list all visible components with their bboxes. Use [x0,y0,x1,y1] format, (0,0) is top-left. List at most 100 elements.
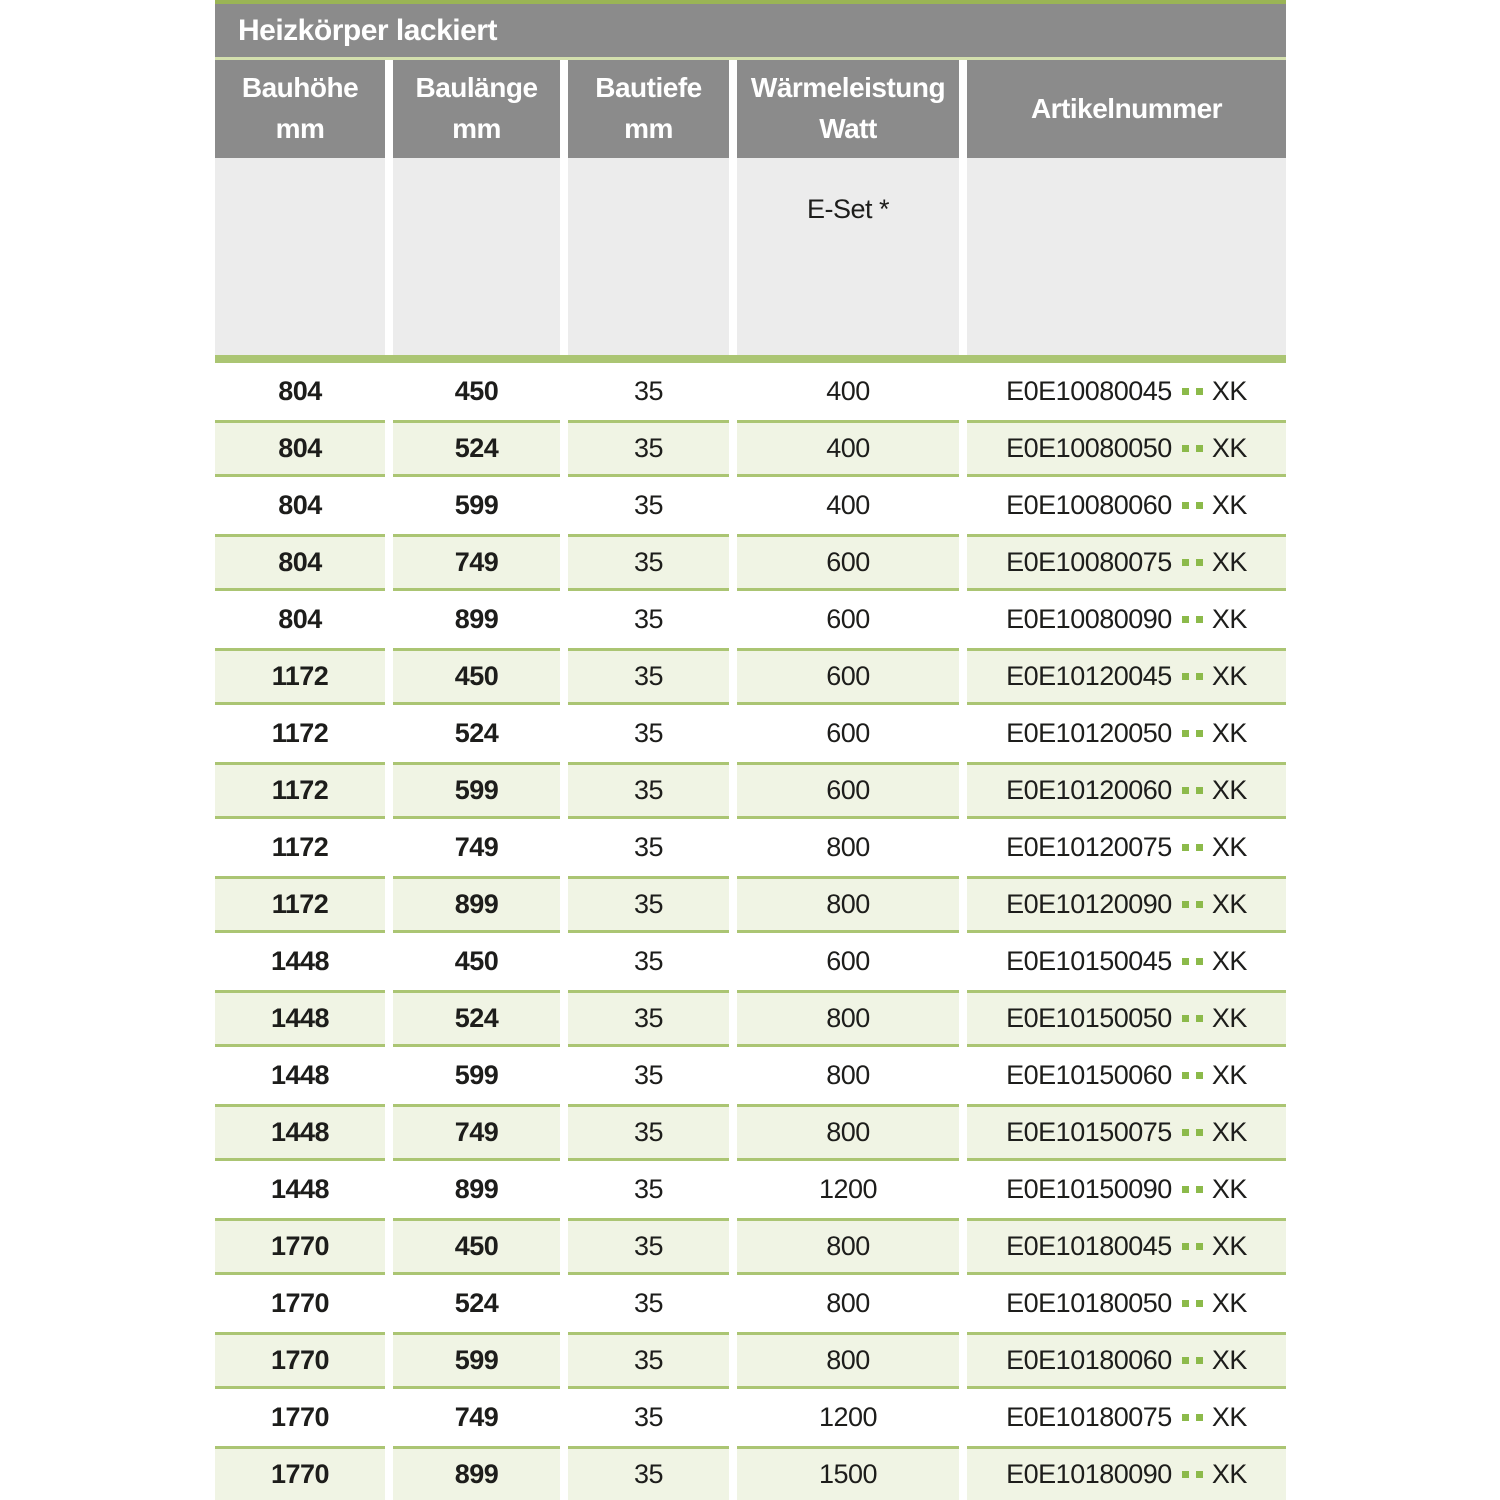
accent-top-line [215,0,1286,4]
green-dot-icon [1181,559,1189,566]
green-dot-icon [1181,1243,1189,1250]
artikel-number: E0E10080045 [1006,376,1172,406]
cell-baulaenge: 899 [393,591,560,648]
green-dot-icon [1181,673,1189,680]
green-dot-icon [1195,388,1203,395]
table-row: 1448 899 35 1200 E0E10150090 XK [215,1161,1286,1218]
table-title: Heizkörper lackiert [238,13,497,47]
table-row: 1770 899 35 1500 E0E10180090 XK [215,1446,1286,1500]
table-row: 1448 749 35 800 E0E10150075 XK [215,1104,1286,1161]
cell-artikelnummer: E0E10080060 XK [967,477,1286,534]
cell-bauhoehe: 1770 [215,1332,385,1389]
artikel-number: E0E10180060 [1006,1345,1172,1375]
subheader-cell-bautiefe [568,158,729,355]
cell-bauhoehe: 1770 [215,1218,385,1275]
cell-bautiefe: 35 [568,534,729,591]
artikel-number: E0E10150060 [1006,1060,1172,1090]
table-row: 1770 599 35 800 E0E10180060 XK [215,1332,1286,1389]
artikel-number: E0E10080075 [1006,547,1172,577]
cell-bautiefe: 35 [568,1446,729,1500]
column-header-bautiefe-line1: Bautiefe [595,72,702,104]
cell-bauhoehe: 1172 [215,876,385,933]
green-dot-icon [1195,1357,1203,1364]
green-dot-icon [1195,445,1203,452]
subheader-cell-artikelnummer [967,158,1286,355]
cell-artikelnummer: E0E10080045 XK [967,363,1286,420]
green-dot-icon [1195,1471,1203,1478]
cell-baulaenge: 749 [393,1104,560,1161]
cell-baulaenge: 899 [393,876,560,933]
artikel-number: E0E10080060 [1006,490,1172,520]
artikel-suffix: XK [1211,1345,1248,1375]
green-dot-icon [1195,1243,1203,1250]
table-row: 1770 524 35 800 E0E10180050 XK [215,1275,1286,1332]
cell-artikelnummer: E0E10080050 XK [967,420,1286,477]
green-dot-icon [1195,1129,1203,1136]
cell-artikelnummer: E0E10120050 XK [967,705,1286,762]
table-row: 804 599 35 400 E0E10080060 XK [215,477,1286,534]
green-dot-icon [1195,1186,1203,1193]
cell-bautiefe: 35 [568,1275,729,1332]
green-dot-icon [1195,958,1203,965]
green-dot-icon [1195,673,1203,680]
table-row: 1770 749 35 1200 E0E10180075 XK [215,1389,1286,1446]
artikel-suffix: XK [1211,1231,1248,1261]
cell-bauhoehe: 1448 [215,1104,385,1161]
green-dot-icon [1195,1300,1203,1307]
artikel-suffix: XK [1211,1003,1248,1033]
artikel-suffix: XK [1211,1060,1248,1090]
green-dot-icon [1195,502,1203,509]
green-dot-icon [1181,1357,1189,1364]
cell-baulaenge: 899 [393,1161,560,1218]
cell-artikelnummer: E0E10150060 XK [967,1047,1286,1104]
artikel-suffix: XK [1211,718,1248,748]
subheader-cell-eset: E-Set * [737,158,959,355]
green-dot-icon [1181,787,1189,794]
cell-baulaenge: 450 [393,933,560,990]
cell-artikelnummer: E0E10120045 XK [967,648,1286,705]
green-dot-icon [1181,388,1189,395]
cell-bauhoehe: 1770 [215,1275,385,1332]
cell-baulaenge: 599 [393,1332,560,1389]
cell-bautiefe: 35 [568,705,729,762]
cell-bauhoehe: 1448 [215,990,385,1047]
cell-baulaenge: 524 [393,420,560,477]
artikel-suffix: XK [1211,490,1248,520]
green-dot-icon [1181,502,1189,509]
cell-artikelnummer: E0E10150045 XK [967,933,1286,990]
cell-bautiefe: 35 [568,363,729,420]
cell-artikelnummer: E0E10120075 XK [967,819,1286,876]
cell-bauhoehe: 804 [215,534,385,591]
green-dot-icon [1181,1300,1189,1307]
artikel-number: E0E10120050 [1006,718,1172,748]
artikel-number: E0E10180075 [1006,1402,1172,1432]
green-dot-icon [1195,901,1203,908]
cell-baulaenge: 524 [393,990,560,1047]
table-title-bar: Heizkörper lackiert [215,4,1286,57]
cell-waermeleistung: 600 [737,648,959,705]
green-dot-icon [1195,559,1203,566]
green-dot-icon [1181,616,1189,623]
cell-waermeleistung: 800 [737,1332,959,1389]
cell-waermeleistung: 800 [737,819,959,876]
column-header-waermeleistung-line1: Wärmeleistung [750,72,946,104]
green-dot-icon [1181,844,1189,851]
green-dot-icon [1181,1471,1189,1478]
column-header-artikelnummer-line1: Artikelnummer [1030,92,1223,124]
artikel-number: E0E10180045 [1006,1231,1172,1261]
column-header-bauhoehe-line2: mm [275,113,325,144]
cell-waermeleistung: 1200 [737,1389,959,1446]
subheader-row: E-Set * [215,158,1286,355]
artikel-suffix: XK [1211,1174,1248,1204]
green-dot-icon [1181,958,1189,965]
cell-baulaenge: 899 [393,1446,560,1500]
column-header-artikelnummer: Artikelnummer [967,60,1286,158]
title-separator-line [215,57,1286,60]
cell-waermeleistung: 800 [737,1047,959,1104]
green-dot-icon [1181,1414,1189,1421]
cell-waermeleistung: 400 [737,477,959,534]
green-dot-icon [1181,445,1189,452]
cell-bauhoehe: 1172 [215,705,385,762]
green-dot-icon [1195,616,1203,623]
green-dot-icon [1195,844,1203,851]
